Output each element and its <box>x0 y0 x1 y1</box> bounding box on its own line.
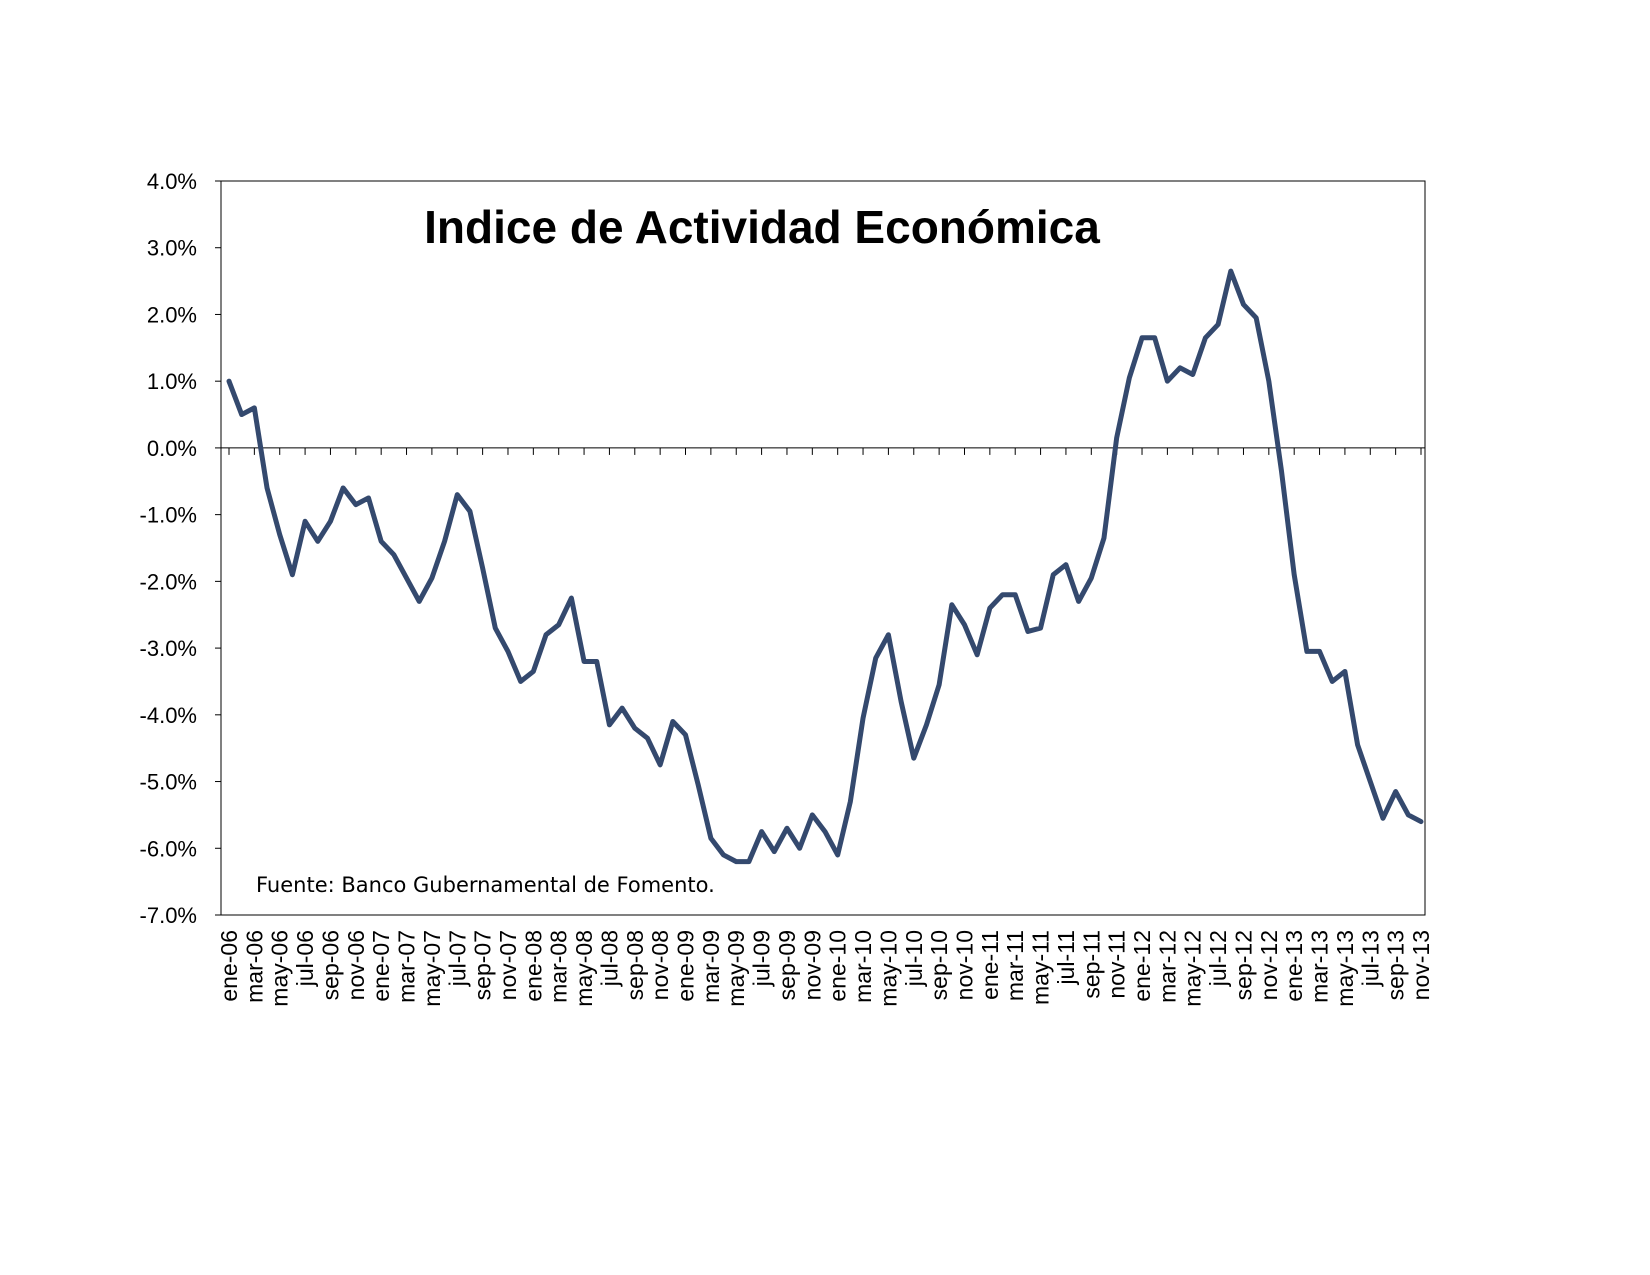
x-tick-label: sep-11 <box>1078 930 1104 999</box>
y-axis: 4.0% 3.0% 2.0% 1.0% 0.0% -1.0% -2.0% -3.0% -4.0%… <box>140 169 221 928</box>
x-tick-label: sep-12 <box>1230 930 1256 1000</box>
x-tick-label: ene-08 <box>520 930 546 1002</box>
x-tick-label: nov-10 <box>951 930 977 1000</box>
x-tick-label: nov-12 <box>1256 930 1282 1000</box>
y-tick-label: 4.0% <box>147 169 197 194</box>
y-tick-label: 0.0% <box>147 436 197 461</box>
y-tick-label: -2.0% <box>140 569 197 594</box>
x-tick-label: jul-11 <box>1053 930 1079 986</box>
x-tick-label: may-07 <box>419 930 445 1007</box>
x-axis: ene-06 mar-06 may-06 jul-06 sep-06 nov-06 ene-… <box>216 447 1434 1007</box>
series-line <box>226 268 1424 865</box>
x-tick-label: may-06 <box>267 930 293 1007</box>
chart-title: Indice de Actividad Económica <box>424 201 1100 253</box>
x-tick-label: mar-08 <box>546 930 572 1003</box>
x-tick-label: ene-07 <box>368 930 394 1002</box>
x-tick-label: nov-09 <box>799 930 825 1000</box>
y-tick-label: -4.0% <box>140 703 197 728</box>
x-tick-label: may-13 <box>1332 930 1358 1007</box>
x-tick-label: mar-12 <box>1154 930 1180 1003</box>
x-tick-label: jul-13 <box>1357 930 1383 987</box>
y-tick-label: -7.0% <box>140 903 197 928</box>
y-tick-label: 1.0% <box>147 369 197 394</box>
x-tick-label: may-11 <box>1028 930 1054 1005</box>
x-tick-label: ene-11 <box>977 930 1003 1000</box>
x-tick-label: sep-06 <box>317 930 343 1000</box>
y-tick-label: -1.0% <box>140 503 197 528</box>
x-tick-label: sep-08 <box>622 930 648 1000</box>
x-tick-label: nov-11 <box>1104 930 1130 999</box>
x-tick-label: ene-06 <box>216 930 242 1002</box>
y-tick-label: -6.0% <box>140 836 197 861</box>
x-tick-label: nov-06 <box>343 930 369 1000</box>
x-tick-label: ene-12 <box>1129 930 1155 1002</box>
x-tick-label: sep-09 <box>774 930 800 1000</box>
x-tick-label: nov-07 <box>495 930 521 1000</box>
x-tick-label: jul-08 <box>596 930 622 987</box>
x-tick-label: nov-13 <box>1408 930 1434 1000</box>
x-tick-label: sep-13 <box>1383 930 1409 1000</box>
x-tick-label: nov-08 <box>647 930 673 1000</box>
x-tick-label: mar-11 <box>1002 930 1028 1001</box>
x-tick-label: sep-07 <box>470 930 496 1000</box>
x-tick-label: ene-10 <box>825 930 851 1002</box>
x-tick-label: jul-06 <box>292 930 318 987</box>
y-tick-label: -3.0% <box>140 636 197 661</box>
x-tick-label: ene-09 <box>673 930 699 1002</box>
x-tick-label: ene-13 <box>1281 930 1307 1002</box>
x-tick-label: jul-12 <box>1205 930 1231 987</box>
x-tick-label: mar-09 <box>698 930 724 1003</box>
y-tick-label: -5.0% <box>140 770 197 795</box>
x-tick-label: mar-06 <box>241 930 267 1003</box>
x-tick-label: mar-07 <box>394 930 420 1003</box>
x-tick-label: may-12 <box>1180 930 1206 1007</box>
x-tick-label: mar-13 <box>1307 930 1333 1003</box>
plot-area-frame <box>220 180 1426 916</box>
x-tick-label: may-10 <box>875 930 901 1007</box>
y-tick-label: 2.0% <box>147 302 197 327</box>
x-tick-label: jul-07 <box>444 930 470 987</box>
y-tick-label: 3.0% <box>147 236 197 261</box>
x-tick-label: jul-09 <box>749 930 775 987</box>
x-tick-label: may-09 <box>723 930 749 1007</box>
x-tick-label: sep-10 <box>926 930 952 1000</box>
x-tick-label: mar-10 <box>850 930 876 1003</box>
source-annotation: Fuente: Banco Gubernamental de Fomento. <box>256 873 715 897</box>
x-tick-label: jul-10 <box>901 930 927 987</box>
x-tick-label: may-08 <box>571 930 597 1007</box>
